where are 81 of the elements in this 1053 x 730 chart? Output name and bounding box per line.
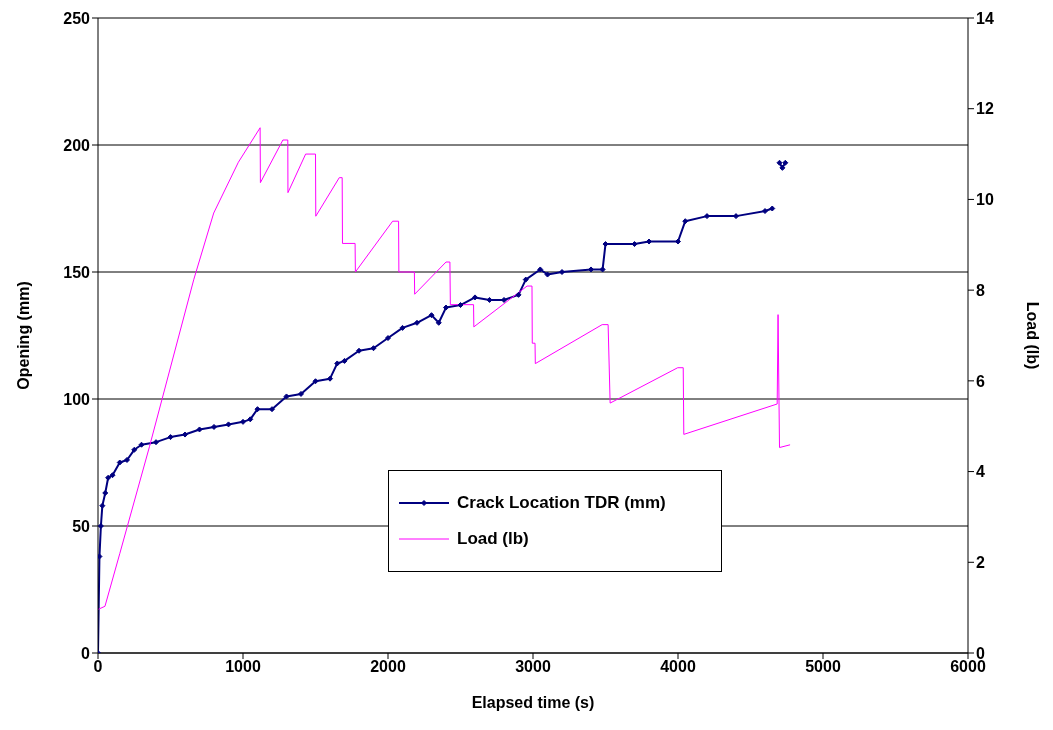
point [599, 266, 606, 273]
point [588, 266, 594, 273]
point [370, 345, 377, 352]
x-axis-title: Elapsed time (s) [471, 694, 595, 711]
point [762, 208, 768, 215]
point [98, 553, 103, 560]
point [414, 319, 420, 326]
point [124, 456, 130, 463]
y2-axis-title: Load (lb) [1024, 301, 1042, 370]
x-tick-label: 2000 [370, 658, 406, 676]
legend-label: Load (lb) [457, 528, 529, 550]
point [116, 459, 123, 466]
point [109, 472, 116, 479]
point [537, 266, 544, 273]
point [769, 205, 776, 212]
point [182, 431, 188, 438]
point [254, 406, 261, 413]
point [327, 375, 333, 382]
point [522, 276, 529, 283]
y2-tick-label: 6 [976, 372, 985, 390]
point [269, 406, 275, 413]
point [99, 502, 106, 509]
point [515, 291, 522, 298]
point [105, 474, 112, 481]
point [782, 159, 789, 166]
x-tick-label: 0 [93, 658, 103, 676]
point [131, 446, 138, 453]
y-tick-label: 0 [81, 644, 91, 662]
point [544, 271, 551, 278]
point [682, 218, 689, 225]
point [211, 423, 217, 430]
y2-tick-label: 14 [976, 9, 994, 27]
point [443, 304, 449, 311]
point [298, 390, 304, 397]
legend-label: Crack Location TDR (mm) [457, 492, 666, 514]
y-tick-label: 200 [63, 136, 91, 154]
point [247, 416, 254, 423]
point [559, 269, 565, 275]
y-tick-label: 100 [63, 390, 91, 408]
point [776, 159, 783, 166]
point [733, 213, 739, 220]
point [312, 378, 319, 385]
y-tick-label: 250 [63, 9, 91, 27]
point [167, 434, 174, 441]
point [631, 241, 638, 248]
point [428, 312, 435, 319]
point [283, 393, 290, 400]
point [399, 324, 406, 331]
y2-tick-label: 12 [976, 100, 994, 118]
point [102, 489, 109, 496]
x-tick-label: 1000 [225, 658, 261, 676]
point [435, 319, 442, 326]
x-tick-label: 5000 [805, 658, 841, 676]
point [225, 421, 232, 428]
point [646, 238, 652, 245]
point [356, 347, 362, 354]
x-tick-label: 6000 [950, 658, 986, 676]
y-tick-label: 50 [72, 517, 91, 535]
point [457, 302, 464, 309]
y-axis-title: Opening (mm) [14, 281, 32, 390]
y2-tick-label: 10 [976, 191, 994, 209]
point [153, 439, 159, 446]
point [472, 294, 478, 301]
point [196, 426, 203, 433]
point [98, 523, 104, 529]
y2-tick-label: 2 [976, 553, 985, 571]
point [675, 238, 681, 245]
point [486, 296, 493, 303]
point [779, 164, 786, 171]
y2-tick-label: 4 [976, 463, 985, 481]
y2-tick-label: 8 [976, 281, 985, 299]
x-tick-label: 4000 [660, 658, 696, 676]
point [341, 357, 348, 364]
point [240, 418, 246, 425]
x-tick-label: 3000 [515, 658, 551, 676]
point [385, 335, 391, 342]
point [138, 441, 145, 448]
point [501, 296, 507, 303]
point [704, 213, 710, 220]
y-tick-label: 150 [63, 263, 91, 281]
point [334, 360, 341, 367]
